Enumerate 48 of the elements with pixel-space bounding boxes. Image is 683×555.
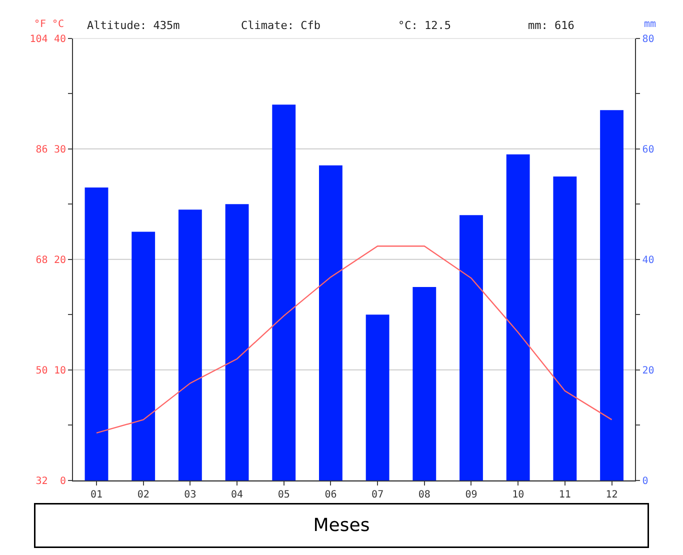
bar [319,165,342,480]
x-tick-label: 02 [137,489,150,500]
text: Altitude: 435m [87,19,180,32]
bar [600,110,624,480]
bar [553,176,577,480]
bar [178,210,202,480]
text: Climate: Cfb [241,19,320,32]
line-series [96,246,612,434]
x-tick-label: 09 [465,489,478,500]
bar [412,287,436,480]
x-tick-label: 12 [606,489,618,500]
x-tick-label: 05 [278,489,290,500]
y2-axis-title: °F [34,19,46,30]
bar [366,314,390,480]
y-tick-label: 40 [54,34,66,45]
text: mm: 616 [528,19,574,32]
y-tick-label: 30 [54,144,66,156]
y-tick-label: 20 [54,254,66,266]
y2-tick-label: 68 [36,254,48,266]
x-tick-label: 04 [231,489,244,500]
bar [225,204,249,480]
y3-axis-title: mm [644,19,656,30]
bar [506,154,530,480]
x-tick-label: 01 [90,489,103,500]
bar [272,104,296,480]
x-tick-label: 10 [512,489,524,500]
x-tick-label: 03 [184,489,196,500]
bar [132,232,156,480]
y3-tick-label: 40 [642,254,654,266]
y3-tick-label: 80 [642,34,654,45]
y2-tick-label: 32 [36,476,48,487]
bar [84,188,108,480]
y-axis-title: °C [52,19,64,30]
y2-tick-label: 104 [30,34,48,45]
x-tick-label: 06 [324,489,337,500]
x-axis-title: Meses [313,515,370,536]
y-tick-label: 0 [60,476,66,487]
x-tick-label: 11 [558,489,571,500]
y2-tick-label: 50 [36,365,48,376]
y2-tick-label: 86 [36,144,48,156]
text: °C: 12.5 [398,19,451,32]
x-tick-label: 07 [372,489,384,500]
x-tick-label: 08 [418,489,430,500]
y3-tick-label: 60 [642,144,654,156]
y3-tick-label: 20 [642,365,654,376]
y-tick-label: 10 [54,365,66,376]
y3-tick-label: 0 [642,476,648,487]
bar [460,215,483,480]
